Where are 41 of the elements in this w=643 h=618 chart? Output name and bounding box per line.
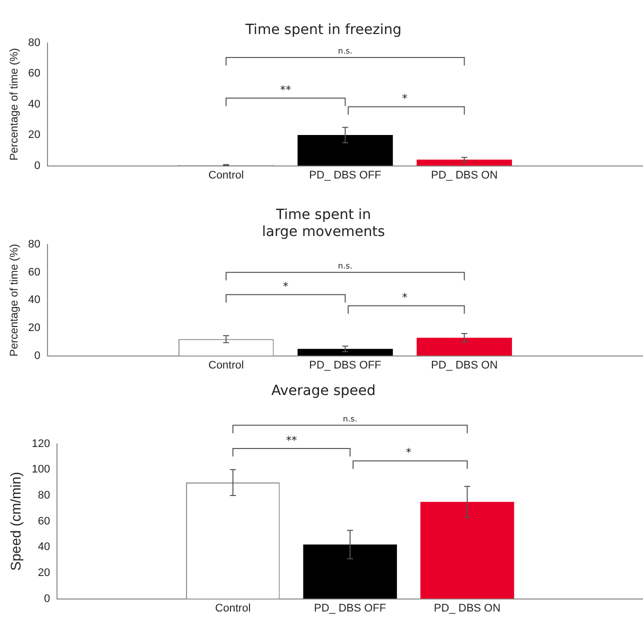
annotation: **: [280, 84, 292, 97]
y-tick-label: 120: [32, 438, 50, 450]
annotation: **: [286, 434, 298, 447]
y-tick-label: 0: [44, 592, 50, 605]
x-tick-label: PD_ DBS ON: [431, 359, 498, 372]
x-tick-label: PD_ DBS OFF: [309, 169, 382, 182]
text: n.s.: [342, 414, 358, 424]
y-tick-label: 80: [28, 238, 40, 251]
annotation: n.s.: [338, 46, 352, 56]
y-tick-label: 80: [38, 490, 50, 502]
y-tick-label: 20: [28, 129, 40, 142]
x-tick-label: PD_ DBS ON: [431, 169, 498, 182]
annotation: *: [406, 446, 412, 460]
y-tick-label: 60: [38, 515, 50, 528]
y-tick-label: 100: [32, 464, 50, 476]
annotation: n.s.: [338, 261, 352, 270]
y-tick-label: 40: [28, 98, 40, 110]
y-tick-label: 60: [28, 266, 40, 278]
x-tick-label: PD_ DBS OFF: [314, 602, 386, 614]
y-tick-label: 20: [28, 322, 40, 334]
chart-title: Average speed: [271, 383, 376, 400]
y-axis-title: Speed (cm/min): [7, 472, 24, 571]
y-tick-label: 0: [34, 350, 40, 362]
y-tick-label: 40: [28, 294, 40, 306]
chart-title: Time spent in large movements: [262, 207, 385, 240]
x-tick-label: PD_ DBS ON: [434, 602, 501, 614]
annotation: *: [282, 280, 289, 293]
x-tick-label: Control: [215, 602, 251, 614]
y-axis-title: Percentage of time (%): [8, 48, 21, 161]
annotation: *: [402, 92, 408, 106]
y-tick-label: 0: [34, 160, 40, 172]
chart-title: Time spent in freezing: [244, 22, 402, 38]
x-tick-label: Control: [208, 169, 244, 182]
x-tick-label: Control: [208, 359, 244, 372]
y-tick-label: 40: [38, 541, 50, 554]
y-axis-title: Percentage of time (%): [8, 244, 21, 356]
y-tick-label: 80: [28, 36, 40, 49]
y-tick-label: 60: [28, 68, 40, 80]
annotation: *: [402, 291, 408, 304]
x-tick-label: PD_ DBS OFF: [309, 359, 382, 372]
y-tick-label: 20: [38, 567, 50, 579]
